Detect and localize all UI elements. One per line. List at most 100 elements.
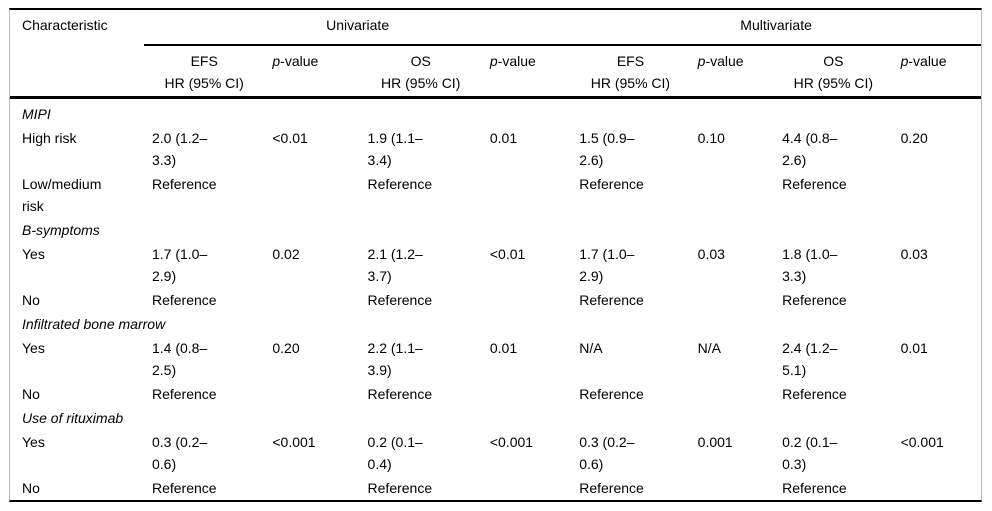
- table-row: Low/medium risk Reference Reference Referen…: [10, 172, 981, 218]
- p-value-cell: 0.03: [900, 246, 928, 262]
- p-value-cell: [893, 476, 981, 500]
- p-italic: p: [900, 53, 909, 69]
- hr-value-cell: Reference: [571, 172, 689, 218]
- p-value-cell: 0.01: [489, 340, 518, 356]
- table-row: No Reference Reference Reference Reference: [10, 288, 981, 312]
- hr-value-text: 4.4 (0.8–2.6): [782, 130, 838, 168]
- section-label: B-symptoms: [22, 222, 100, 238]
- p-value-cell: [264, 172, 359, 218]
- hr-value-text: Reference: [151, 292, 217, 308]
- hr-value-text: Reference: [782, 386, 847, 402]
- p-value-cell: [264, 476, 359, 500]
- p-value-cell: <0.01: [272, 130, 308, 146]
- hr-value-text: Reference: [151, 386, 217, 402]
- row-label: High risk: [10, 126, 144, 172]
- hr-value-cell: 0.2 (0.1–0.4): [360, 430, 482, 476]
- hr-value-text: Reference: [151, 176, 217, 192]
- hr-value-cell: 0.3 (0.2–0.6): [144, 430, 264, 476]
- p-value-cell: 0.01: [900, 340, 928, 356]
- col-header-os-abbr: OS: [410, 53, 431, 69]
- row-label-text: Yes: [22, 434, 45, 450]
- section-label: Use of rituximab: [22, 410, 124, 426]
- col-header-os-univariate: OS HR (95% CI): [359, 45, 482, 99]
- hr-value-text: 2.4 (1.2–5.1): [782, 340, 838, 378]
- section-row: Use of rituximab: [10, 406, 981, 430]
- hr-value-text: 2.1 (1.2–3.7): [367, 246, 423, 284]
- p-value-cell: [893, 172, 981, 218]
- p-value-cell: [482, 476, 571, 500]
- group-header-univariate: Univariate: [143, 10, 572, 46]
- p-suffix: -value: [908, 53, 947, 69]
- hr-value-text: 0.3 (0.2–0.6): [151, 434, 208, 472]
- row-label: No: [10, 288, 144, 312]
- hr-value-cell: 2.1 (1.2–3.7): [360, 242, 482, 288]
- row-label-text: Low/medium risk: [22, 176, 102, 214]
- p-value-cell: 0.001: [697, 434, 733, 450]
- row-label: Low/medium risk: [10, 172, 144, 218]
- hr-value-cell: 0.3 (0.2–0.6): [571, 430, 689, 476]
- p-value-cell: [690, 382, 774, 406]
- p-value-cell: 0.01: [489, 130, 518, 146]
- hr-value-text: 1.4 (0.8–2.5): [151, 340, 208, 378]
- p-value-cell: [690, 288, 774, 312]
- hr-value-cell: 2.0 (1.2–3.3): [144, 126, 264, 172]
- p-value-cell: [690, 476, 774, 500]
- hr-value-text: Reference: [782, 480, 847, 496]
- hr-value-text: Reference: [782, 292, 847, 308]
- hr-value-cell: 1.5 (0.9–2.6): [571, 126, 689, 172]
- col-header-efs-univariate: EFS HR (95% CI): [143, 45, 265, 99]
- hr-value-text: Reference: [367, 480, 433, 496]
- col-header-os-multivariate: OS HR (95% CI): [774, 45, 893, 99]
- p-value-cell: <0.01: [489, 246, 526, 262]
- hr-value-cell: Reference: [774, 172, 892, 218]
- p-value-cell: N/A: [697, 340, 721, 356]
- hr-value-cell: 4.4 (0.8–2.6): [774, 126, 892, 172]
- hr-value-cell: Reference: [144, 288, 264, 312]
- hr-value-text: Reference: [579, 386, 644, 402]
- p-italic: p: [697, 53, 706, 69]
- row-label-text: No: [22, 480, 40, 496]
- col-header-os-abbr: OS: [823, 53, 844, 69]
- group-header-row: Characteristic Univariate Multivariate: [10, 10, 981, 99]
- row-label: Yes: [10, 242, 144, 288]
- hr-value-cell: N/A: [571, 336, 689, 382]
- hr-value-text: 0.2 (0.1–0.4): [367, 434, 423, 472]
- p-value-cell: 0.02: [272, 246, 300, 262]
- hr-value-text: N/A: [579, 340, 603, 356]
- p-suffix: -value: [497, 53, 536, 69]
- hr-value-cell: 2.2 (1.1–3.9): [360, 336, 482, 382]
- hr-value-text: Reference: [579, 176, 644, 192]
- hr-value-cell: Reference: [144, 382, 264, 406]
- hr-value-cell: Reference: [774, 288, 892, 312]
- hr-value-text: 2.2 (1.1–3.9): [367, 340, 423, 378]
- col-header-pvalue-os-multivariate: p-value: [892, 45, 981, 99]
- results-table: Characteristic Univariate Multivariate E…: [10, 10, 981, 500]
- hr-value-cell: 2.4 (1.2–5.1): [774, 336, 892, 382]
- p-italic: p: [272, 53, 281, 69]
- hr-value-text: Reference: [579, 480, 644, 496]
- hr-value-cell: Reference: [571, 382, 689, 406]
- p-value-cell: [482, 288, 571, 312]
- section-row: Infiltrated bone marrow: [10, 312, 981, 336]
- hr-value-text: Reference: [579, 292, 644, 308]
- row-label-text: Yes: [22, 340, 45, 356]
- section-row: MIPI: [10, 98, 981, 127]
- p-value-cell: [482, 172, 571, 218]
- col-header-efs-measure: HR (95% CI): [590, 75, 671, 91]
- p-value-cell: 0.20: [272, 340, 300, 356]
- p-value-cell: <0.001: [900, 434, 944, 450]
- col-header-pvalue-efs-univariate: p-value: [264, 45, 360, 99]
- hr-value-text: Reference: [367, 176, 433, 192]
- section-label: Infiltrated bone marrow: [22, 316, 166, 332]
- hr-value-text: Reference: [782, 176, 847, 192]
- hr-value-cell: Reference: [571, 476, 689, 500]
- col-header-efs-measure: HR (95% CI): [164, 75, 244, 91]
- row-label: No: [10, 476, 144, 500]
- p-italic: p: [489, 53, 498, 69]
- table-row: Yes 1.7 (1.0–2.9) 0.02 2.1 (1.2–3.7) <0.01 1.…: [10, 242, 981, 288]
- col-header-os-measure: HR (95% CI): [381, 75, 461, 91]
- hr-value-cell: Reference: [360, 172, 482, 218]
- table-row: High risk 2.0 (1.2–3.3) <0.01 1.9 (1.1–3.4)…: [10, 126, 981, 172]
- hr-value-text: Reference: [151, 480, 217, 496]
- hr-value-cell: Reference: [774, 476, 892, 500]
